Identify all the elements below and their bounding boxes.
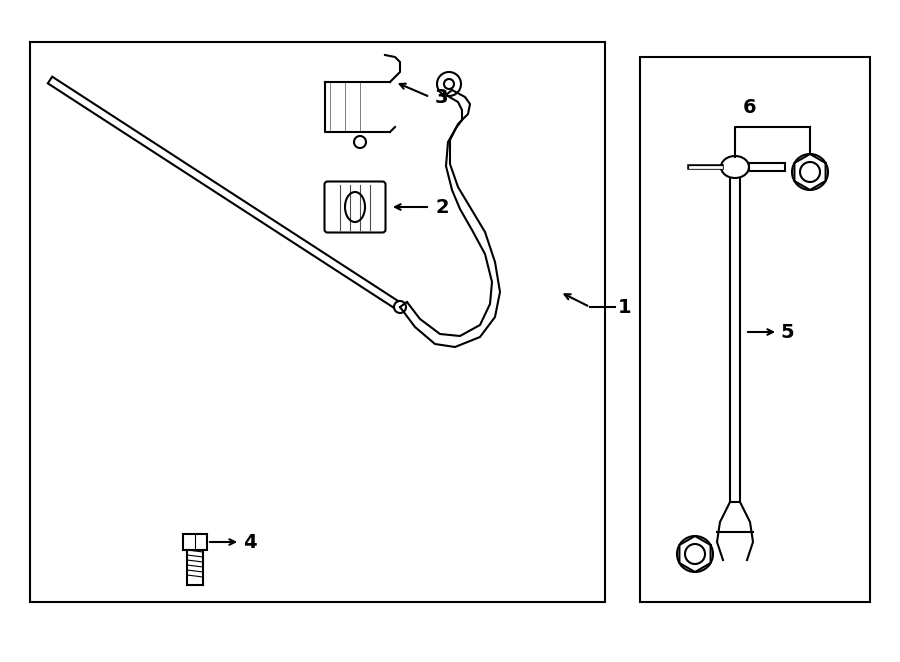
Text: 3: 3 (435, 87, 448, 107)
Circle shape (685, 544, 705, 564)
Text: 2: 2 (435, 197, 448, 216)
Polygon shape (749, 163, 785, 171)
Text: 6: 6 (743, 97, 757, 117)
Circle shape (444, 79, 454, 89)
Ellipse shape (721, 156, 749, 178)
Text: 4: 4 (243, 532, 256, 551)
Polygon shape (730, 172, 740, 502)
Bar (640, 57, 870, 602)
Circle shape (792, 154, 828, 190)
Polygon shape (48, 77, 402, 310)
Bar (30, 42, 605, 602)
FancyBboxPatch shape (325, 181, 385, 232)
Ellipse shape (345, 192, 365, 222)
Bar (183, 534, 207, 550)
Circle shape (800, 162, 820, 182)
Circle shape (394, 301, 406, 313)
Text: 5: 5 (780, 322, 794, 342)
Circle shape (677, 536, 713, 572)
Circle shape (354, 136, 366, 148)
Circle shape (437, 72, 461, 96)
Text: 1: 1 (618, 297, 632, 316)
